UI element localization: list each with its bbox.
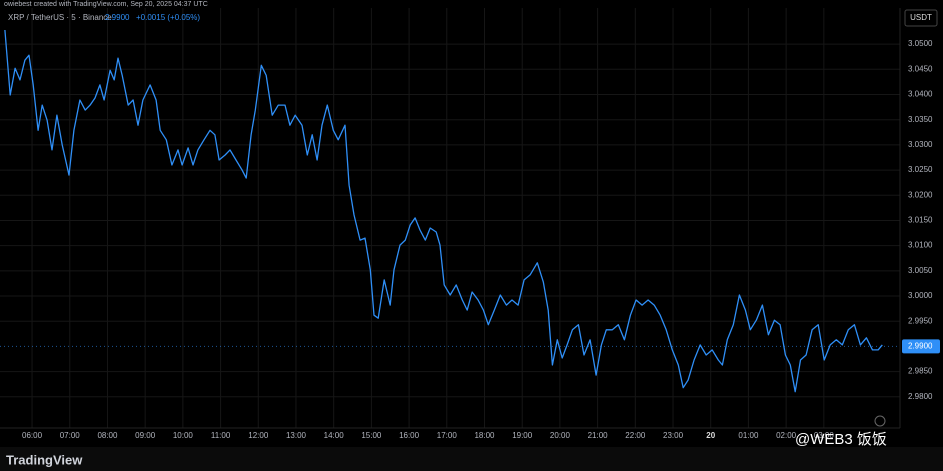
- y-tick-label: 3.0200: [908, 190, 933, 199]
- x-tick-label: 13:00: [286, 431, 307, 440]
- currency-box[interactable]: [904, 9, 938, 27]
- y-tick-label: 3.0300: [908, 140, 933, 149]
- y-tick-label: 2.9850: [908, 367, 933, 376]
- x-tick-label: 11:00: [211, 431, 231, 440]
- y-tick-label: 3.0350: [908, 115, 933, 124]
- legend-symbol: XRP / TetherUS · 5 · Binance: [8, 13, 112, 22]
- y-tick-label: 3.0500: [908, 39, 933, 48]
- x-tick-label: 20: [706, 431, 715, 440]
- x-tick-label: 07:00: [60, 431, 81, 440]
- last-price-tag: [902, 339, 940, 354]
- y-tick-label: 3.0250: [908, 165, 933, 174]
- x-tick-label: 01:00: [738, 431, 759, 440]
- header: owiebest created with TradingView.com, S…: [4, 1, 208, 8]
- x-tick-label: 12:00: [248, 431, 269, 440]
- x-tick-label: 22:00: [625, 431, 646, 440]
- y-tick-label: 2.9800: [908, 392, 933, 401]
- last-price-label: 2.9900: [908, 341, 933, 350]
- x-tick-label: 18:00: [474, 431, 495, 440]
- y-tick-label: 3.0450: [908, 64, 933, 73]
- x-tick-label: 02:00: [776, 431, 797, 440]
- x-tick-label: 21:00: [588, 431, 609, 440]
- x-tick-label: 06:00: [22, 431, 43, 440]
- price-line: [4, 29, 883, 393]
- x-tick-label: 08:00: [97, 431, 118, 440]
- legend-last: 2.9900: [105, 13, 130, 22]
- x-tick-label: 23:00: [663, 431, 684, 440]
- y-tick-label: 3.0000: [908, 291, 933, 300]
- settings-icon[interactable]: [874, 415, 886, 427]
- y-tick-label: 3.0400: [908, 90, 933, 99]
- legend-change: +0.0015 (+0.05%): [136, 13, 200, 22]
- footer: [0, 447, 943, 471]
- x-tick-label: 19:00: [512, 431, 533, 440]
- y-tick-label: 3.0150: [908, 216, 933, 225]
- watermark: @WEB3 饭饭: [795, 431, 887, 448]
- y-tick-label: 3.0050: [908, 266, 933, 275]
- logo: TradingView: [6, 452, 83, 467]
- x-tick-label: 20:00: [550, 431, 571, 440]
- currency: USDT: [910, 13, 932, 22]
- y-tick-label: 3.0100: [908, 241, 933, 250]
- x-tick-label: 17:00: [437, 431, 458, 440]
- x-tick-label: 10:00: [173, 431, 194, 440]
- y-tick-label: 2.9950: [908, 316, 933, 325]
- x-tick-label: 16:00: [399, 431, 420, 440]
- x-tick-label: 09:00: [135, 431, 156, 440]
- x-tick-label: 03:00: [814, 431, 835, 440]
- x-tick-label: 15:00: [361, 431, 382, 440]
- x-tick-label: 14:00: [324, 431, 345, 440]
